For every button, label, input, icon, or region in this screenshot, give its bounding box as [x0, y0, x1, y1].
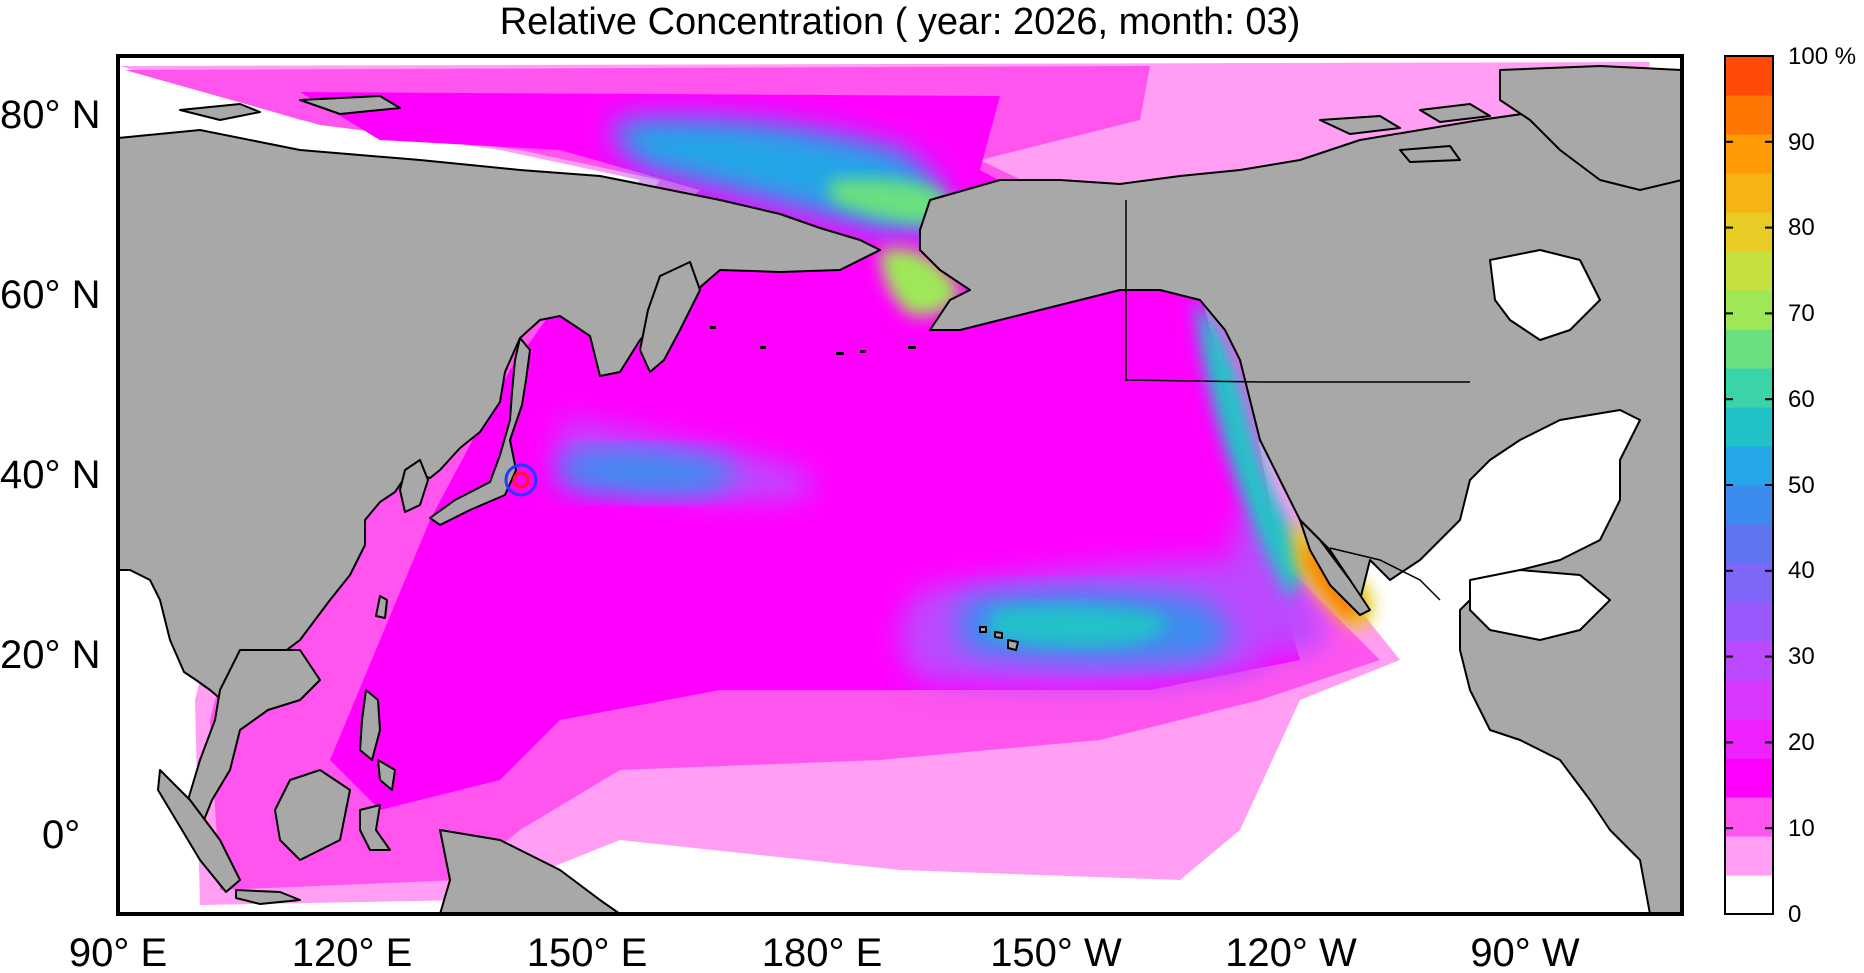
- latitude-tick-labels: 80° N 60° N 40° N 20° N 0°: [0, 93, 101, 857]
- colorbar-tick-label: 40: [1788, 557, 1815, 584]
- lon-tick-label: 150° W: [990, 931, 1122, 973]
- plume-green-alaska: [880, 248, 960, 316]
- hudson-bay-water: [1489, 249, 1601, 341]
- colorbar-swatch: [1725, 212, 1773, 252]
- lon-tick-label: 90° W: [1470, 931, 1580, 973]
- borneo: [274, 769, 351, 861]
- colorbar-tick-labels: 0 10 20 30 40 50 60 70 80 90 100 %: [1788, 43, 1856, 928]
- colorbar-tick-label: 100 %: [1788, 43, 1856, 70]
- lon-tick-label: 120° W: [1225, 931, 1357, 973]
- korea-peninsula: [399, 459, 429, 513]
- java: [235, 889, 301, 905]
- colorbar-tick-label: 0: [1788, 901, 1801, 928]
- colorbar: 0 10 20 30 40 50 60 70 80 90 100 %: [1724, 43, 1856, 928]
- lat-tick-label: 40° N: [0, 453, 101, 497]
- colorbar-swatch: [1725, 407, 1773, 447]
- colorbar-swatch: [1725, 680, 1773, 720]
- plume-blue-west: [560, 448, 736, 497]
- lat-tick-label: 20° N: [0, 633, 101, 677]
- land-masses: [118, 65, 1682, 914]
- colorbar-tick-label: 70: [1788, 300, 1815, 327]
- gulf-of-mexico-water: [1469, 569, 1611, 641]
- colorbar-swatch: [1725, 95, 1773, 135]
- colorbar-tick-label: 90: [1788, 129, 1815, 156]
- colorbar-tick-label: 60: [1788, 386, 1815, 413]
- lon-tick-label: 120° E: [292, 931, 413, 973]
- kamchatka: [639, 261, 701, 373]
- lon-tick-label: 180° E: [762, 931, 883, 973]
- colorbar-swatch: [1725, 173, 1773, 213]
- colorbar-swatch: [1725, 563, 1773, 603]
- map-title: Relative Concentration ( year: 2026, mon…: [500, 1, 1301, 43]
- colorbar-swatch: [1725, 758, 1773, 798]
- colorbar-frame: [1724, 55, 1774, 915]
- colorbar-swatch: [1725, 134, 1773, 174]
- source-inner-ring: [512, 471, 530, 489]
- baja-california: [1299, 519, 1371, 616]
- lon-tick-label: 150° E: [527, 931, 648, 973]
- plume-green-arctic: [830, 178, 948, 225]
- colorbar-swatch: [1725, 641, 1773, 681]
- colorbar-swatch: [1725, 797, 1773, 837]
- plume-coast-cyan: [1195, 300, 1310, 600]
- longitude-tick-labels: 90° E 120° E 150° E 180° E 150° W 120° W…: [69, 931, 1580, 973]
- colorbar-tick-label: 10: [1788, 815, 1815, 842]
- colorbar-tick-label: 80: [1788, 214, 1815, 241]
- map-frame: [116, 54, 1684, 916]
- colorbar-swatch: [1725, 329, 1773, 369]
- sulawesi: [359, 804, 391, 851]
- colorbar-swatch: [1725, 602, 1773, 642]
- hawaii-islands: [979, 626, 1019, 651]
- colorbar-tick-label: 20: [1788, 729, 1815, 756]
- political-borders: [1125, 200, 1470, 601]
- arctic-islands: [179, 95, 1491, 163]
- colorbar-swatch: [1725, 524, 1773, 564]
- lat-tick-label: 60° N: [0, 273, 101, 317]
- lon-tick-label: 90° E: [69, 931, 167, 973]
- philippines: [359, 689, 396, 791]
- colorbar-swatch: [1725, 251, 1773, 291]
- aleutian-islands: [710, 326, 916, 355]
- colorbar-swatch: [1725, 446, 1773, 486]
- us-mexico-border: [1329, 547, 1441, 601]
- sumatra: [157, 769, 241, 893]
- plume-teal-hawaii: [990, 606, 1165, 647]
- colorbar-swatch: [1725, 875, 1773, 915]
- colorbar-swatch: [1725, 485, 1773, 525]
- colorbar-swatch: [1725, 368, 1773, 408]
- lat-tick-label: 80° N: [0, 93, 101, 137]
- greenland: [1499, 65, 1682, 191]
- lat-tick-label: 0°: [42, 813, 80, 857]
- indochina: [187, 649, 321, 831]
- colorbar-swatch: [1725, 56, 1773, 96]
- source-outer-ring: [504, 463, 538, 497]
- colorbar-swatch: [1725, 719, 1773, 759]
- us-canada-border: [1125, 200, 1470, 383]
- map-area: [118, 56, 1682, 914]
- colorbar-swatch: [1725, 836, 1773, 876]
- source-location-marker: [504, 463, 538, 497]
- colorbar-swatch: [1725, 290, 1773, 330]
- colorbar-swatches: [1725, 55, 1773, 915]
- colorbar-tick-label: 50: [1788, 472, 1815, 499]
- taiwan: [375, 595, 388, 619]
- colorbar-tick-label: 30: [1788, 643, 1815, 670]
- new-guinea: [439, 829, 621, 914]
